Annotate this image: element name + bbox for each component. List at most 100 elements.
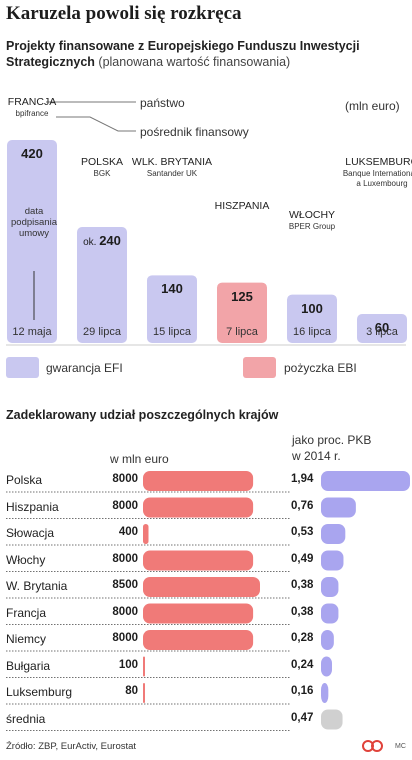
bar-value-label: 60 <box>347 320 412 335</box>
country-row-value: 8000 <box>112 632 138 644</box>
country-row-value: 8000 <box>112 552 138 565</box>
contribution-bar <box>143 656 145 677</box>
project-bar <box>287 294 337 343</box>
country-row-value: 8000 <box>112 473 138 485</box>
contribution-bar <box>143 471 254 491</box>
country-row-value: 80 <box>125 685 138 697</box>
project-bars <box>7 140 407 343</box>
project-chart <box>6 101 407 378</box>
project-bar <box>7 140 57 343</box>
country-bars <box>6 471 410 731</box>
country-row-label: Bułgaria <box>6 658 51 673</box>
bar-intermediary-label: BPER Group <box>288 222 336 231</box>
value-number: 125 <box>231 288 253 304</box>
pkb-bar <box>321 603 339 624</box>
pkb-value-label: 0,16 <box>291 685 314 697</box>
pkb-average-bar <box>321 709 343 730</box>
publisher-logo-icon <box>362 740 383 752</box>
country-chart <box>6 471 410 731</box>
pkb-value-label: 0,49 <box>291 552 314 565</box>
bar-value-label: 420 <box>0 146 67 161</box>
country-row-label: Niemcy <box>6 632 47 646</box>
country-row-label: Hiszpania <box>6 499 59 514</box>
bar-country-label: WŁOCHY <box>288 209 336 221</box>
bar-date-label: 16 lipca <box>293 326 331 338</box>
bar-date-label: 7 lipca <box>226 326 258 338</box>
country-row-label: średnia <box>6 711 46 726</box>
contribution-bar <box>143 683 145 703</box>
legend-label-gwarancja: gwarancja EFI <box>46 361 123 375</box>
bar-value-label: ok. 240 <box>67 233 137 248</box>
bar-date-label: 15 lipca <box>153 326 191 338</box>
pkb-bar <box>321 577 339 597</box>
contribution-bar <box>143 497 254 518</box>
pkb-value-label: 0,28 <box>291 632 314 644</box>
pkb-bar <box>321 497 356 518</box>
country-row-value: 8000 <box>112 605 138 618</box>
bar-date-label: 12 maja <box>12 326 52 338</box>
section2-title: Zadeklarowany udział poszczególnych kraj… <box>6 408 279 422</box>
bar-country-label: HISZPANIA <box>214 200 270 212</box>
bar-value-label: 125 <box>207 289 277 304</box>
legend-swatch-pozyczka <box>243 357 276 378</box>
bar-country-label: FRANCJA <box>7 96 57 108</box>
country-row-value: 8500 <box>112 579 138 591</box>
bar-value-label: 140 <box>137 281 207 296</box>
col2-header: jako proc. PKB w 2014 r. <box>292 432 371 464</box>
value-prefix: ok. <box>83 237 100 248</box>
legend-label-pozyczka: pożyczka EBI <box>284 361 357 375</box>
project-bar <box>357 314 407 343</box>
unit-label: (mln euro) <box>345 99 400 113</box>
value-number: 60 <box>374 320 390 335</box>
bar-date-label: 29 lipca <box>83 326 121 338</box>
value-number: 420 <box>21 146 43 161</box>
page-title: Karuzela powoli się rozkręca <box>6 3 242 24</box>
country-row-value: 400 <box>118 526 138 538</box>
country-row-label: Francja <box>6 605 47 620</box>
pkb-bar <box>321 656 333 677</box>
annotation-country: państwo <box>140 96 185 110</box>
country-row-label: Polska <box>6 473 43 487</box>
contribution-bar <box>143 550 254 571</box>
country-row-label: Włochy <box>6 552 46 567</box>
subtitle-light: (planowana wartość finansowania) <box>98 55 291 69</box>
source-note: Źródło: ZBP, EurActiv, Eurostat <box>6 741 137 752</box>
bar-country-label: POLSKA <box>80 156 124 168</box>
bar-intermediary-label: bpifrance <box>15 109 49 118</box>
pkb-value-label: 0,53 <box>291 526 314 538</box>
annotation-line-intermediary <box>56 116 136 132</box>
subtitle-bold: Projekty finansowane z Europejskiego Fun… <box>6 39 360 69</box>
bar-intermediary-label: BGK <box>93 169 111 178</box>
contribution-bar <box>143 524 149 544</box>
pkb-bar <box>321 524 346 544</box>
pkb-value-label: 0,76 <box>291 499 314 512</box>
contribution-bar <box>143 577 260 597</box>
pkb-value-label: 1,94 <box>291 473 314 485</box>
project-bar <box>77 227 127 343</box>
value-number: 140 <box>161 281 183 297</box>
col2-header-line1: jako proc. PKB <box>292 433 372 447</box>
col1-header: w mln euro <box>110 452 169 466</box>
country-row-label: Słowacja <box>6 526 55 540</box>
bar-country-label: WLK. BRYTANIA <box>131 156 213 168</box>
bar-date-label: 3 lipca <box>366 326 398 338</box>
pkb-value-label: 0,38 <box>291 579 314 591</box>
annotation-signing-date: data podpisania umowy <box>11 206 57 239</box>
value-number: 240 <box>99 233 121 248</box>
bar-intermediary-label: Santander UK <box>146 169 198 178</box>
country-row-label: W. Brytania <box>6 579 68 593</box>
pkb-value-label: 0,38 <box>291 605 314 618</box>
annotation-intermediary: pośrednik finansowy <box>140 125 249 139</box>
credit-label: MC <box>395 743 406 750</box>
pkb-bar <box>321 550 344 571</box>
pkb-value-label: 0,24 <box>291 658 314 671</box>
value-number: 100 <box>301 300 323 316</box>
contribution-bar <box>143 630 254 650</box>
bar-value-label: 100 <box>277 301 347 316</box>
contribution-bar <box>143 603 254 624</box>
pkb-value-label: 0,47 <box>291 711 314 724</box>
country-row-label: Luksemburg <box>6 685 73 699</box>
country-row-value: 8000 <box>112 499 138 512</box>
chart-subtitle: Projekty finansowane z Europejskiego Fun… <box>6 38 406 70</box>
project-bar <box>217 282 267 343</box>
